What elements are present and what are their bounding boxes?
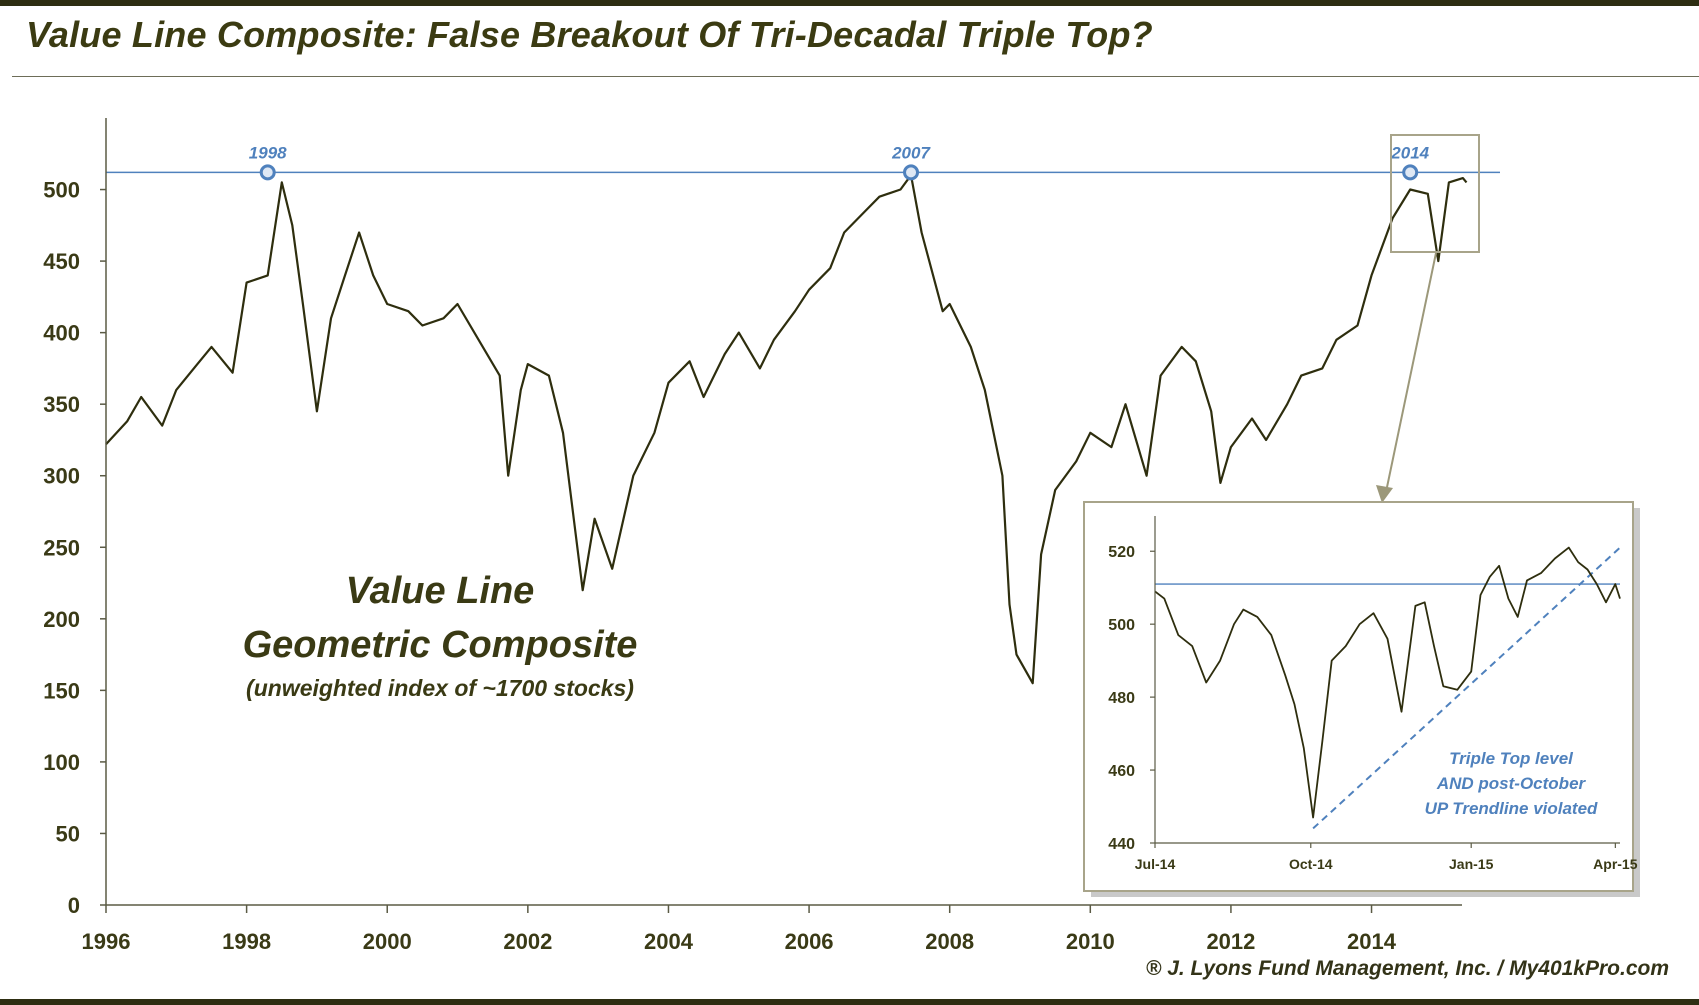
x-tick-label: 1998 bbox=[222, 929, 271, 954]
inset-y-tick-label: 520 bbox=[1108, 544, 1135, 561]
x-tick-label: 2004 bbox=[644, 929, 694, 954]
inset-x-tick-label: Oct-14 bbox=[1289, 856, 1333, 872]
inset-trendline bbox=[1312, 546, 1621, 830]
x-tick-label: 1996 bbox=[82, 929, 131, 954]
inset-series-line bbox=[1154, 546, 1621, 819]
y-tick-label: 300 bbox=[43, 464, 80, 489]
credit-line: ® J. Lyons Fund Management, Inc. / My401… bbox=[1145, 957, 1669, 980]
x-tick-label: 2008 bbox=[925, 929, 974, 954]
y-tick-label: 250 bbox=[43, 535, 80, 560]
inset-x-tick-label: Jan-15 bbox=[1449, 856, 1494, 872]
inset-y-tick-label: 460 bbox=[1108, 763, 1135, 780]
series-line bbox=[105, 174, 1468, 685]
y-tick-label: 500 bbox=[43, 178, 80, 203]
annotation-line-3: (unweighted index of ~1700 stocks) bbox=[246, 675, 634, 701]
peak-marker bbox=[1402, 164, 1419, 181]
annotation-line-2: Geometric Composite bbox=[243, 624, 638, 666]
y-tick-label: 0 bbox=[68, 893, 80, 918]
zoom-box bbox=[1390, 134, 1480, 253]
inset-note-line-1: Triple Top level bbox=[1449, 749, 1574, 768]
inset-x-tick-label: Jul-14 bbox=[1135, 856, 1176, 872]
x-tick-label: 2010 bbox=[1066, 929, 1115, 954]
inset-note-line-2: AND post-October bbox=[1436, 774, 1587, 793]
peak-label: 1998 bbox=[249, 143, 287, 162]
y-tick-label: 350 bbox=[43, 392, 80, 417]
y-tick-label: 450 bbox=[43, 249, 80, 274]
x-tick-label: 2002 bbox=[503, 929, 552, 954]
y-tick-label: 400 bbox=[43, 321, 80, 346]
inset-note-line-3: UP Trendline violated bbox=[1425, 799, 1598, 818]
annotation-line-1: Value Line bbox=[346, 570, 535, 612]
y-tick-label: 150 bbox=[43, 678, 80, 703]
inset-y-tick-label: 500 bbox=[1108, 617, 1135, 634]
peak-label: 2014 bbox=[1390, 143, 1429, 162]
inset-y-tick-label: 440 bbox=[1108, 836, 1135, 853]
x-tick-label: 2000 bbox=[363, 929, 412, 954]
page-title: Value Line Composite: False Breakout Of … bbox=[26, 14, 1153, 55]
y-tick-label: 100 bbox=[43, 750, 80, 775]
x-tick-label: 2014 bbox=[1347, 929, 1397, 954]
peak-label: 2007 bbox=[891, 143, 931, 162]
y-tick-label: 200 bbox=[43, 607, 80, 632]
peak-marker bbox=[259, 164, 276, 181]
peak-marker bbox=[903, 164, 920, 181]
top-rule bbox=[0, 0, 1699, 6]
inset-frame bbox=[1083, 501, 1634, 892]
zoom-connector bbox=[1385, 252, 1437, 493]
y-tick-label: 50 bbox=[56, 821, 80, 846]
zoom-arrowhead bbox=[1376, 485, 1393, 503]
inset-x-tick-label: Apr-15 bbox=[1593, 856, 1638, 872]
x-tick-label: 2006 bbox=[785, 929, 834, 954]
inset-y-tick-label: 480 bbox=[1108, 690, 1135, 707]
title-divider bbox=[12, 76, 1699, 77]
x-tick-label: 2012 bbox=[1206, 929, 1255, 954]
bottom-rule bbox=[0, 999, 1699, 1005]
